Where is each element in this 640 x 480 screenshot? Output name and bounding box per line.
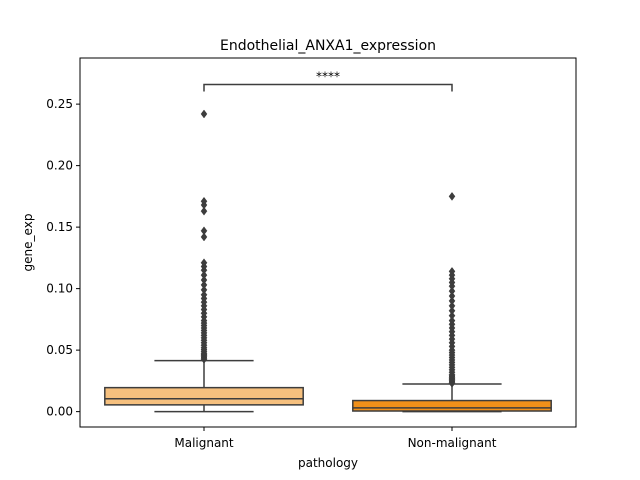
plot-area [104,109,552,413]
outlier-point [448,296,456,306]
x-axis: Malignant Non-malignant [174,427,497,450]
outlier-point [448,316,456,326]
outlier-point [448,286,456,296]
outlier-point [200,285,208,295]
outlier-point [448,311,456,321]
outlier-point [200,275,208,285]
x-axis-label: pathology [298,456,358,470]
y-axis: 0.00 0.05 0.10 0.15 0.20 0.25 [46,97,80,419]
y-tick-label: 0.05 [46,343,73,357]
outlier-point [448,306,456,316]
box-group-non-malignant [352,191,552,413]
outlier-point [200,196,208,206]
outlier-point [200,109,208,119]
significance-label: **** [316,69,340,83]
x-tick-label: Malignant [174,436,234,450]
y-tick-label: 0.25 [46,97,73,111]
outlier-point [448,266,456,276]
significance-bracket [203,83,453,92]
y-tick-label: 0.10 [46,282,73,296]
y-tick-label: 0.20 [46,159,73,173]
plot-frame [79,57,577,428]
y-tick-label: 0.15 [46,220,73,234]
outlier-point [200,290,208,300]
outlier-point [448,291,456,301]
x-tick-label: Non-malignant [408,436,497,450]
chart-title: Endothelial_ANXA1_expression [220,38,436,54]
outlier-point [200,270,208,280]
outlier-point [200,206,208,216]
y-tick-label: 0.00 [46,405,73,419]
y-axis-label: gene_exp [21,214,35,272]
outlier-point [448,191,456,201]
iqr-box [352,399,552,412]
outlier-point [448,301,456,311]
significance-annotation: **** [203,69,453,92]
outlier-point [200,280,208,290]
iqr-box [104,386,304,406]
outlier-point [200,258,208,268]
outlier-point [200,232,208,242]
outlier-point [200,226,208,236]
box-group-malignant [104,109,304,413]
